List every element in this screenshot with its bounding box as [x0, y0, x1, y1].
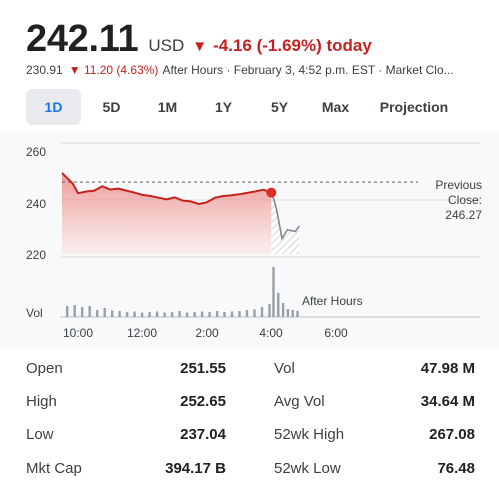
- regular-session-line: [61, 172, 272, 205]
- x-tick-400: 4:00: [259, 326, 283, 340]
- volume-label: Vol: [26, 306, 43, 320]
- price-change-text: -4.16 (-1.69%) today: [213, 36, 372, 55]
- after-hours-line-series: [270, 192, 300, 241]
- open-label: Open: [26, 360, 63, 377]
- volume-bar: [230, 311, 234, 317]
- volume-bar: [73, 305, 76, 317]
- x-tick-200: 2:00: [195, 326, 219, 340]
- y-tick-220: 220: [26, 248, 46, 262]
- after-hours-volume-bar: [291, 310, 294, 317]
- previous-close-label-2: Close:: [448, 193, 482, 207]
- volume-bar: [103, 308, 106, 317]
- volume-bar: [170, 312, 174, 317]
- current-price: 242.11: [26, 18, 139, 60]
- stats-row: High 252.65 Avg Vol 34.64 M: [26, 387, 476, 417]
- x-tick-600: 6:00: [324, 326, 348, 340]
- volume-bar: [148, 312, 151, 317]
- tab-1m[interactable]: 1M: [157, 99, 178, 115]
- tab-projection[interactable]: Projection: [379, 99, 449, 115]
- volume-bar: [133, 311, 136, 317]
- y-tick-260: 260: [26, 145, 46, 159]
- after-hours-change: ▼ 11.20 (4.63%): [69, 63, 159, 77]
- price-change: ▼ -4.16 (-1.69%) today: [192, 36, 372, 56]
- after-hours-change-text: 11.20 (4.63%): [83, 63, 159, 77]
- volume-bar: [260, 307, 264, 317]
- tab-1d[interactable]: 1D: [26, 89, 81, 125]
- volume-bar: [185, 312, 189, 317]
- volume-bar: [208, 312, 211, 317]
- x-tick-1000: 10:00: [63, 326, 93, 340]
- open-value: 251.55: [180, 360, 226, 377]
- volume-bar: [245, 310, 249, 317]
- regular-session-area: [62, 172, 272, 255]
- avg-vol-label: Avg Vol: [274, 393, 325, 410]
- price-chart[interactable]: 260 240 220 Vol Previous Close: 246.27 A…: [0, 133, 499, 348]
- 52wk-high-value: 267.08: [429, 426, 475, 443]
- avg-vol-value: 34.64 M: [420, 393, 475, 410]
- after-hours-volume-bar: [286, 309, 290, 317]
- mkt-cap-value: 394.17 B: [165, 460, 226, 477]
- volume-bar: [111, 310, 114, 317]
- volume-bar: [140, 312, 144, 317]
- stats-row: Open 251.55 Vol 47.98 M: [26, 354, 476, 384]
- close-marker: [266, 187, 277, 198]
- volume-bar: [253, 309, 256, 317]
- after-hours-volume-bar: [272, 267, 275, 317]
- tab-max[interactable]: Max: [321, 99, 350, 115]
- volume-bar: [125, 312, 129, 317]
- after-hours-label: After Hours: [302, 294, 363, 308]
- after-hours-volume-bar: [277, 293, 280, 317]
- after-hours-volume-bar: [296, 311, 299, 317]
- previous-close-label-1: Previous: [435, 178, 482, 192]
- after-hours-down-arrow-icon: ▼: [68, 63, 81, 77]
- volume-bar: [163, 312, 166, 317]
- down-arrow-icon: ▼: [192, 38, 208, 55]
- high-value: 252.65: [180, 393, 226, 410]
- volume-bar: [178, 311, 181, 317]
- volume-bar: [268, 304, 271, 317]
- after-hours-line: 230.91 ▼ 11.20 (4.63%) After Hours · Febru…: [26, 63, 481, 77]
- 52wk-low-label: 52wk Low: [274, 460, 341, 477]
- volume-bar: [200, 311, 204, 317]
- quote-header: 242.11 USD ▼ -4.16 (-1.69%) today: [26, 18, 372, 61]
- tab-5d[interactable]: 5D: [102, 99, 121, 115]
- volume-bar: [66, 306, 69, 317]
- after-hours-area: [271, 192, 300, 255]
- after-hours-status: After Hours · February 3, 4:52 p.m. EST …: [162, 63, 454, 77]
- volume-bar: [223, 312, 226, 317]
- after-hours-volume-bar: [281, 303, 285, 317]
- currency-label: USD: [148, 36, 185, 55]
- volume-bar: [81, 307, 84, 317]
- volume-bar: [238, 311, 241, 317]
- stats-row: Mkt Cap 394.17 B 52wk Low 76.48: [26, 454, 476, 484]
- after-hours-price: 230.91: [26, 63, 63, 77]
- volume-bar: [155, 311, 159, 317]
- volume-bar: [215, 311, 219, 317]
- high-label: High: [26, 393, 57, 410]
- tab-5y[interactable]: 5Y: [270, 99, 289, 115]
- vol-label: Vol: [274, 360, 295, 377]
- low-value: 237.04: [180, 426, 226, 443]
- mkt-cap-label: Mkt Cap: [26, 460, 82, 477]
- tab-1y[interactable]: 1Y: [214, 99, 233, 115]
- volume-bar: [88, 306, 91, 317]
- volume-bar: [96, 310, 99, 317]
- volume-bar: [118, 311, 121, 317]
- volume-bar: [193, 312, 196, 317]
- low-label: Low: [26, 426, 54, 443]
- previous-close-value: 246.27: [445, 208, 482, 222]
- 52wk-high-label: 52wk High: [274, 426, 345, 443]
- y-tick-240: 240: [26, 197, 46, 211]
- vol-value: 47.98 M: [420, 360, 475, 377]
- range-tabs: 1D 5D 1M 1Y 5Y Max Projection: [26, 89, 463, 125]
- 52wk-low-value: 76.48: [437, 460, 475, 477]
- x-tick-1200: 12:00: [127, 326, 157, 340]
- stats-row: Low 237.04 52wk High 267.08: [26, 420, 476, 450]
